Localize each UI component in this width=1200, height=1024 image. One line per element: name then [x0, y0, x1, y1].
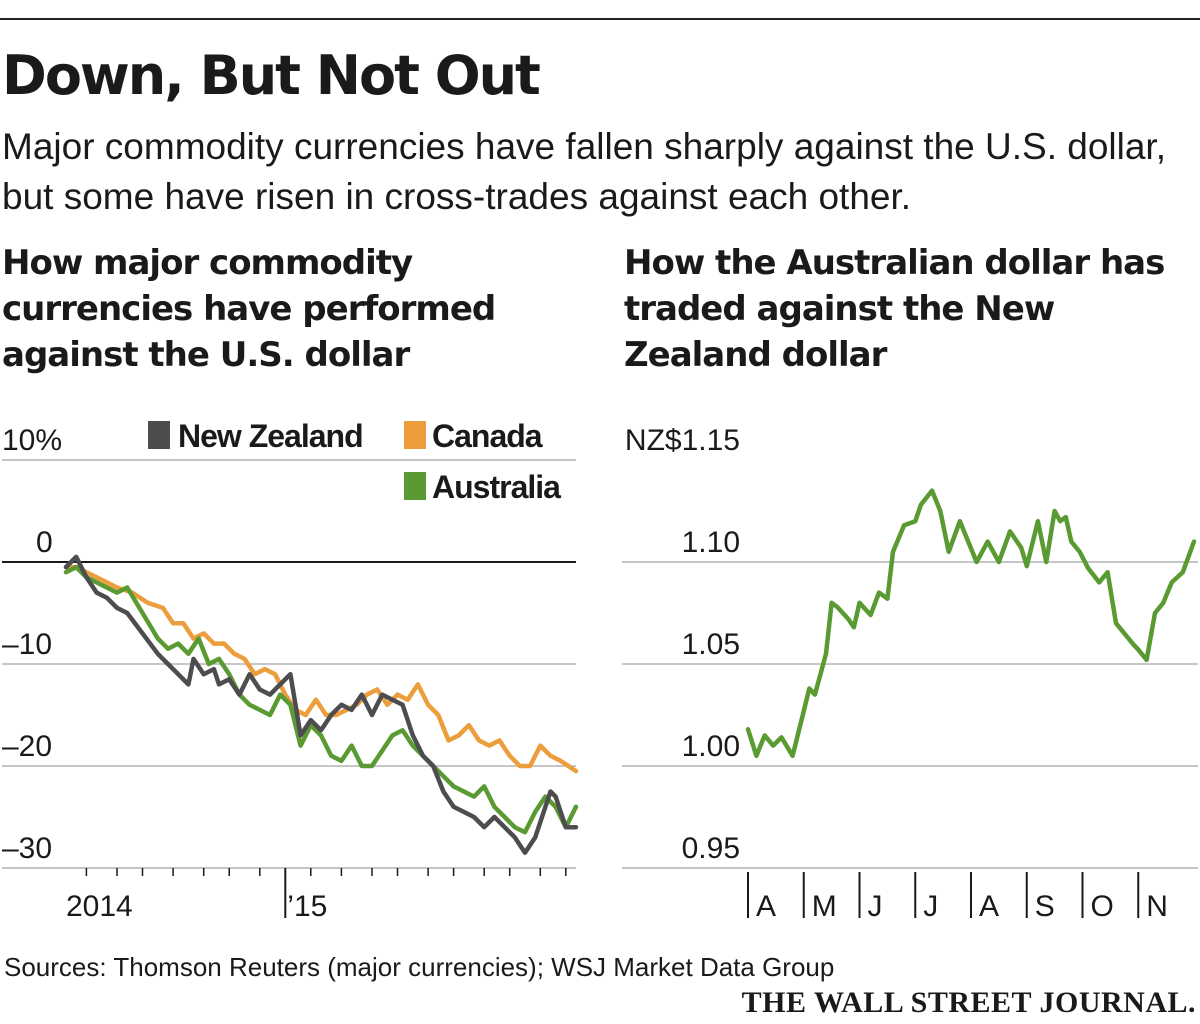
left-y-tick-label: 10%	[2, 424, 62, 457]
right-y-tick-label: 1.05	[682, 628, 740, 661]
top-rule	[0, 18, 1200, 20]
right-chart-series	[745, 488, 1197, 759]
right-y-tick-label: 1.00	[682, 730, 740, 763]
left-chart-y-tick-labels: 10% 0 –10 –20 –30	[2, 424, 62, 865]
right-x-tick-label: J	[868, 890, 883, 923]
right-x-tick-label: J	[923, 890, 938, 923]
right-chart-y-tick-labels: NZ$1.15 1.10 1.05 1.00 0.95	[625, 424, 740, 865]
right-y-tick-label: 1.10	[682, 526, 740, 559]
legend-label-australia: Australia	[432, 469, 561, 505]
source-note: Sources: Thomson Reuters (major currenci…	[4, 952, 835, 982]
left-chart-gridlines	[2, 459, 576, 869]
right-x-tick-label: A	[979, 890, 999, 923]
right-chart-title: How the Australian dollar has traded aga…	[624, 243, 1165, 375]
legend-label-new-zealand: New Zealand	[178, 418, 363, 454]
publisher-logo: THE WALL STREET JOURNAL.	[741, 986, 1196, 1019]
right-y-tick-label: NZ$1.15	[625, 424, 740, 457]
left-chart-legend: New Zealand Canada Australia	[148, 418, 562, 505]
left-y-tick-label: –20	[2, 730, 52, 763]
left-chart-series	[63, 554, 579, 855]
right-x-tick-label: O	[1091, 890, 1114, 923]
left-y-tick-label: 0	[36, 526, 53, 559]
left-x-tick-label: 2014	[66, 890, 133, 923]
left-y-tick-label: –10	[2, 628, 52, 661]
legend-swatch-new-zealand	[148, 421, 170, 449]
series-line-canada	[63, 564, 579, 774]
legend-swatch-australia	[404, 472, 426, 500]
series-line-australia	[63, 564, 579, 835]
series-line-aud-nzd	[745, 488, 1197, 759]
right-x-tick-label: S	[1035, 890, 1055, 923]
left-x-tick-label: ’15	[287, 890, 327, 923]
right-y-tick-label: 0.95	[682, 832, 740, 865]
right-x-tick-label: N	[1146, 890, 1168, 923]
subhead: Major commodity currencies have fallen s…	[2, 126, 1166, 217]
left-y-tick-label: –30	[2, 832, 52, 865]
right-x-tick-label: M	[812, 890, 837, 923]
legend-label-canada: Canada	[432, 418, 543, 454]
headline: Down, But Not Out	[2, 44, 541, 107]
left-chart-x-axis: 2014 ’15	[66, 868, 567, 923]
right-x-tick-label: A	[756, 890, 776, 923]
series-line-new-zealand	[63, 554, 579, 855]
right-chart-gridlines	[622, 561, 1198, 869]
left-chart-title: How major commodity currencies have perf…	[2, 243, 496, 375]
legend-swatch-canada	[404, 421, 426, 449]
